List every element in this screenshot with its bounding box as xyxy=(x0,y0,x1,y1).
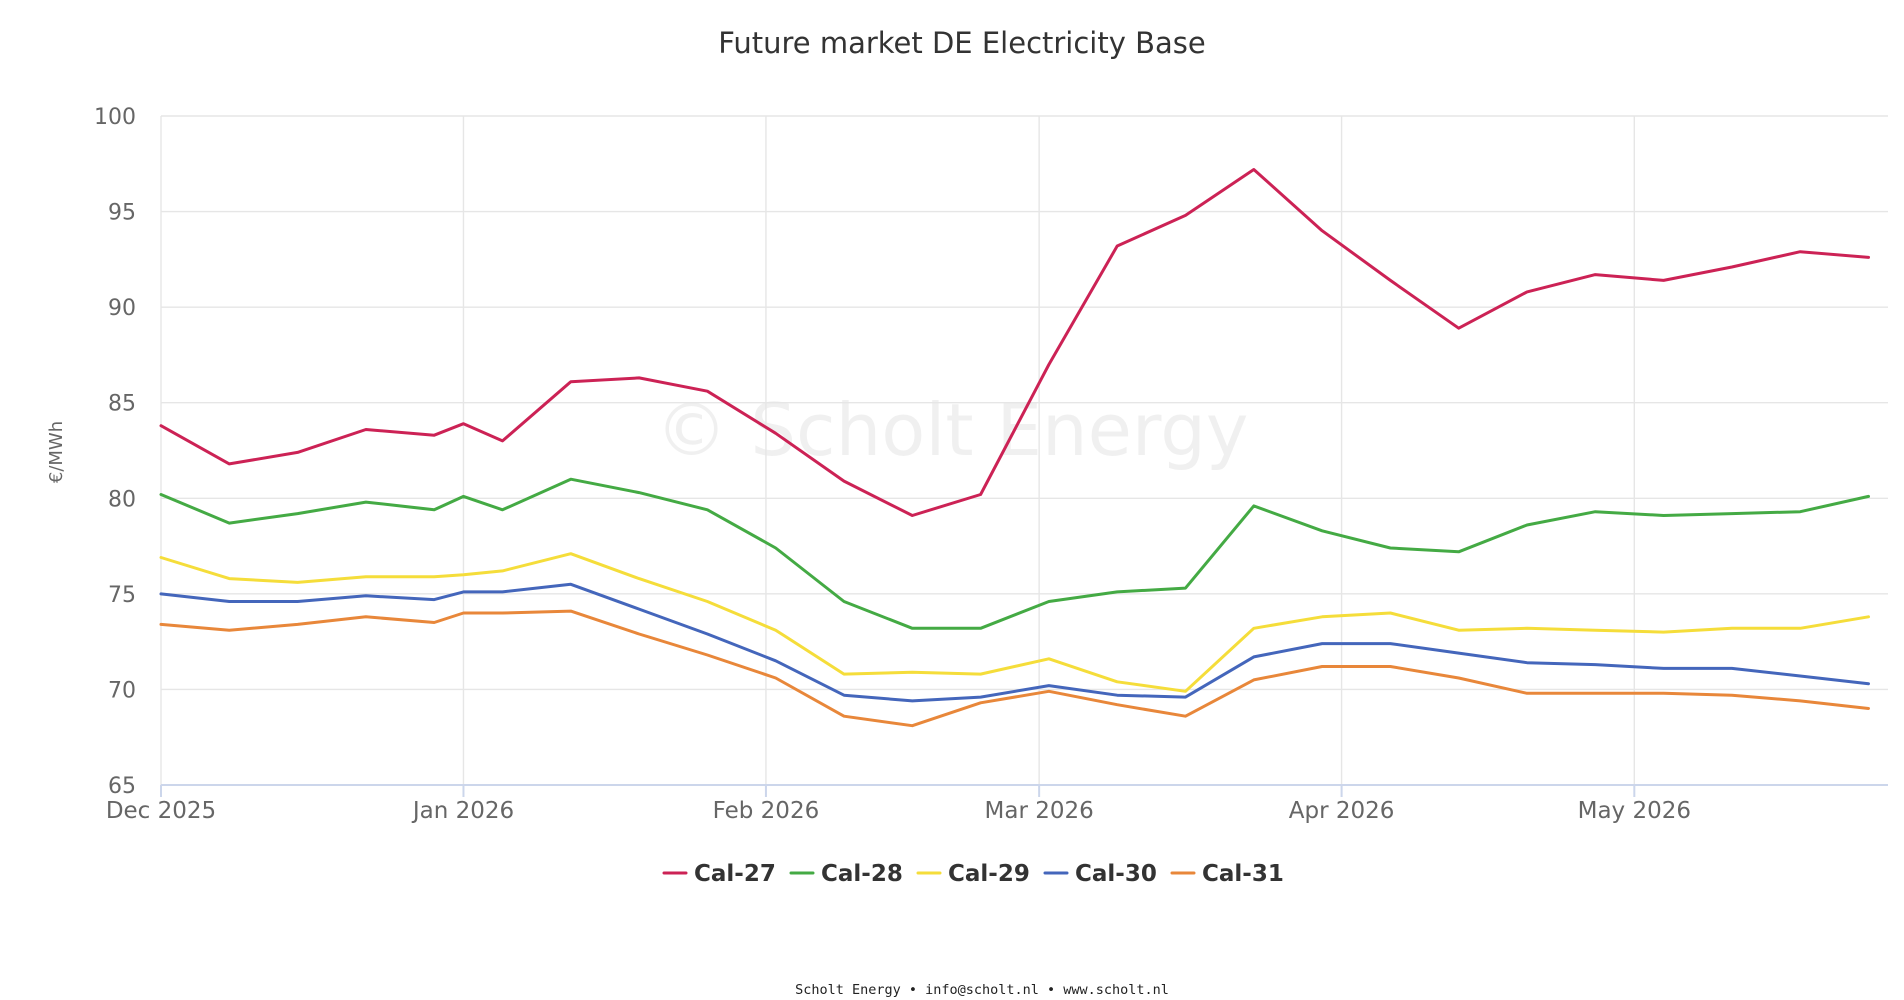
legend-item-cal-31: Cal-31 xyxy=(1170,861,1284,887)
x-tick-label: Mar 2026 xyxy=(985,798,1094,824)
series-line-cal-31 xyxy=(159,609,1870,728)
y-tick-label: 85 xyxy=(108,392,136,417)
x-tick-label: Feb 2026 xyxy=(713,798,820,824)
chart-title: Future market DE Electricity Base xyxy=(718,26,1205,60)
footer-credits: Scholt Energy • info@scholt.nl • www.sch… xyxy=(795,982,1169,998)
x-tick-label: Dec 2025 xyxy=(106,798,216,824)
x-tick-label: Jan 2026 xyxy=(411,798,514,824)
y-axis: 65 70 75 80 85 90 95 100 xyxy=(94,105,136,799)
legend-label: Cal-31 xyxy=(1202,861,1284,887)
x-axis: Dec 2025 Jan 2026 Feb 2026 Mar 2026 Apr 2026… xyxy=(106,785,1691,824)
legend-item-cal-30: Cal-30 xyxy=(1043,861,1157,887)
series-line-cal-28 xyxy=(159,477,1870,630)
legend-item-cal-28: Cal-28 xyxy=(789,861,903,887)
legend-label: Cal-30 xyxy=(1075,861,1157,887)
legend-item-cal-27: Cal-27 xyxy=(662,861,776,887)
legend-item-cal-29: Cal-29 xyxy=(916,861,1030,887)
y-tick-label: 95 xyxy=(108,201,136,226)
series-line-cal-30 xyxy=(159,582,1870,703)
series-layer xyxy=(159,168,1870,728)
y-tick-label: 70 xyxy=(108,678,136,703)
y-axis-title: €/MWh xyxy=(46,421,67,483)
legend: Cal-27 Cal-28 Cal-29 Cal-30 Cal-31 xyxy=(662,861,1284,887)
watermark-text: © Scholt Energy xyxy=(655,388,1248,472)
y-tick-label: 90 xyxy=(108,296,136,321)
y-tick-label: 80 xyxy=(108,487,136,512)
series-line-cal-29 xyxy=(159,552,1870,693)
y-tick-label: 75 xyxy=(108,583,136,608)
x-tick-label: May 2026 xyxy=(1578,798,1691,824)
legend-label: Cal-29 xyxy=(948,861,1030,887)
y-tick-label: 65 xyxy=(108,774,136,799)
legend-label: Cal-28 xyxy=(821,861,903,887)
x-tick-label: Apr 2026 xyxy=(1289,798,1395,824)
y-tick-label: 100 xyxy=(94,105,136,130)
y-gridlines xyxy=(161,115,1888,691)
series-line-cal-27 xyxy=(159,168,1870,517)
legend-label: Cal-27 xyxy=(694,861,776,887)
